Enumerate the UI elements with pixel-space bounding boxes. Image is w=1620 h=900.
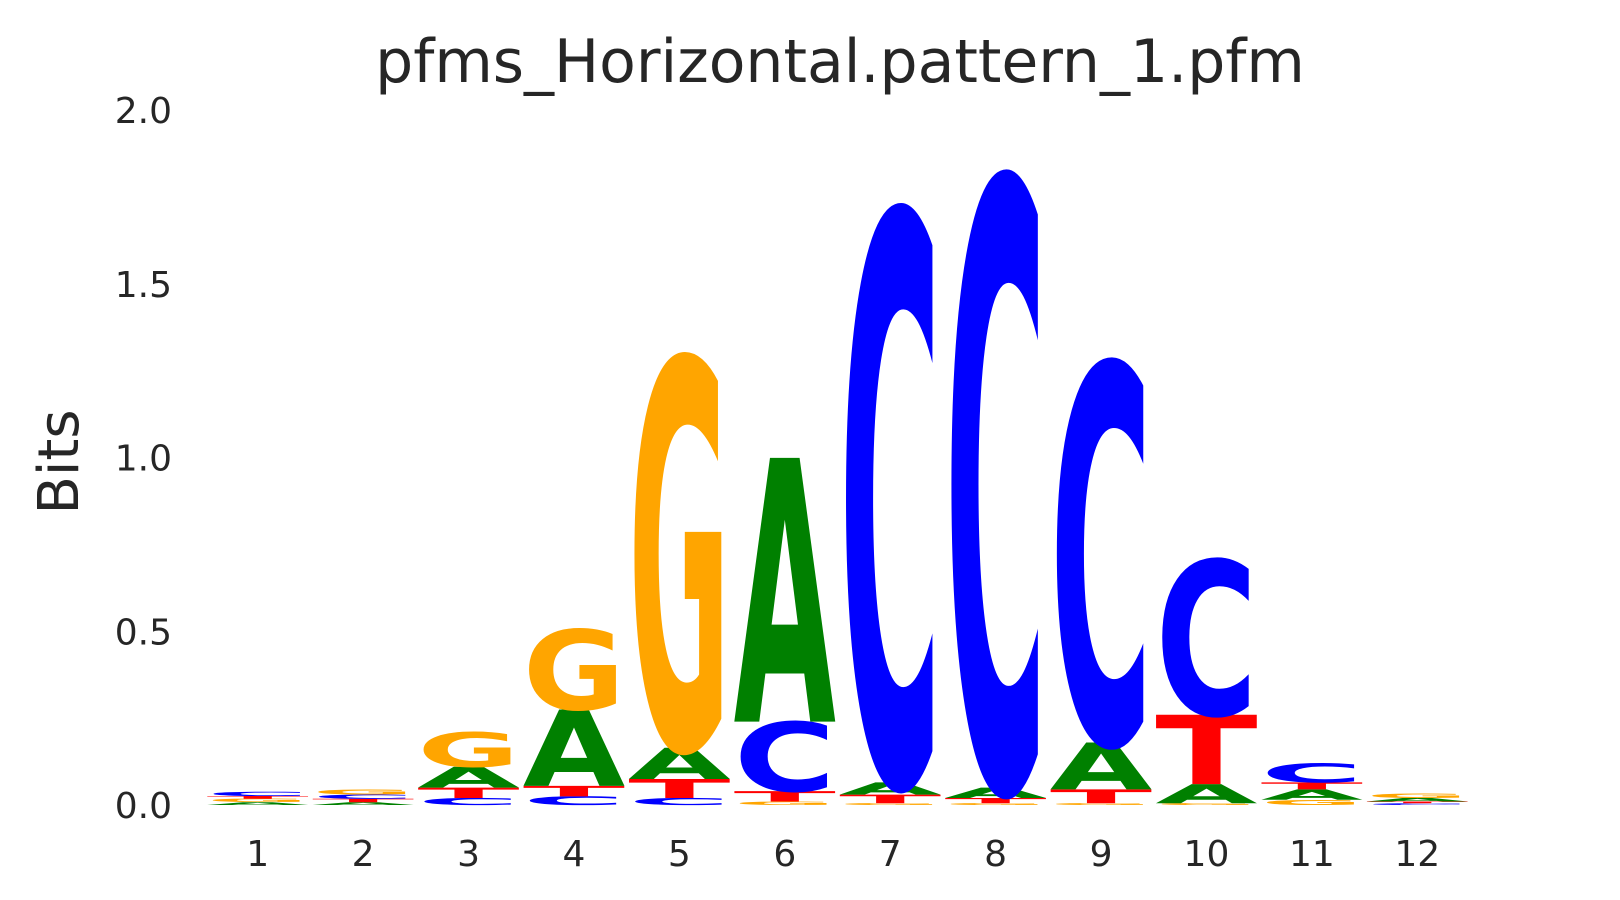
logo-letter-t: T [944, 797, 1046, 805]
logo-letter-c: C [839, 58, 941, 900]
x-tick-label: 4 [563, 834, 586, 875]
x-tick-label: 3 [457, 834, 480, 875]
logo-letter-g: G [417, 723, 519, 779]
logo-letter-t: T [207, 795, 309, 799]
logo-letter-t: T [417, 785, 520, 802]
y-axis-ticks: 0.0 0.5 1.0 1.5 2.0 [115, 91, 172, 827]
chart-title: pfms_Horizontal.pattern_1.pfm [375, 27, 1305, 97]
logo-letter-t: T [628, 774, 730, 804]
logo-letter-a: A [628, 740, 730, 790]
logo-letter-g: G [1050, 803, 1152, 806]
logo-letter-t: T [1261, 781, 1363, 792]
logo-letter-t: T [523, 783, 626, 800]
logo-letter-g: G [839, 803, 941, 806]
logo-letter-c: C [523, 794, 625, 808]
logo-letter-g: G [1155, 803, 1257, 806]
logo-letter-a: A [944, 785, 1047, 802]
logo-letter-g: G [523, 608, 625, 736]
logo-letter-g: G [1261, 798, 1363, 806]
logo-letter-a: A [734, 387, 837, 808]
logo-letter-g: G [628, 255, 730, 875]
x-tick-label: 12 [1394, 834, 1440, 875]
logo-letter-t: T [312, 798, 414, 804]
logo-letter-c: C [1155, 520, 1257, 766]
logo-letter-a: A [1155, 779, 1258, 809]
logo-letter-a: A [1366, 797, 1468, 803]
logo-letter-c: C [312, 793, 414, 800]
logo-letter-t: T [1155, 695, 1257, 806]
logo-letter-g: G [944, 803, 1046, 806]
x-tick-label: 1 [246, 834, 269, 875]
logo-letter-c: C [1366, 803, 1468, 806]
x-axis-ticks: 1 2 3 4 5 6 7 8 9 10 11 12 [246, 834, 1440, 875]
x-tick-label: 2 [352, 834, 375, 875]
logo-letter-c: C [417, 796, 519, 807]
logo-letter-a: A [523, 689, 625, 811]
logo-letter-t: T [839, 792, 941, 806]
logo-letter-a: A [1050, 731, 1152, 805]
logo-letter-c: C [1261, 758, 1363, 789]
logo-letter-a: A [417, 761, 519, 794]
logo-letter-c: C [734, 703, 836, 814]
logo-letter-c: C [628, 796, 730, 807]
logo-letter-t: T [734, 788, 837, 805]
y-axis-label: Bits [27, 409, 92, 514]
logo-letter-c: C [207, 791, 309, 798]
y-tick-label: 1.5 [115, 265, 172, 306]
x-tick-label: 5 [668, 834, 691, 875]
y-tick-label: 2.0 [115, 91, 172, 132]
x-tick-label: 6 [773, 834, 796, 875]
logo-letter-a: A [839, 779, 941, 798]
x-tick-label: 11 [1289, 834, 1335, 875]
logo-letter-c: C [944, 15, 1046, 900]
logo-letter-g: G [734, 801, 836, 807]
x-tick-label: 9 [1090, 834, 1113, 875]
logo-letter-a: A [207, 801, 309, 805]
logo-letter-g: G [207, 798, 309, 804]
x-tick-label: 10 [1184, 834, 1230, 875]
logo-letter-g: G [312, 788, 414, 796]
logo-letter-c: C [1050, 260, 1152, 865]
y-tick-label: 0.0 [115, 786, 172, 827]
logo-letter-g: G [1366, 793, 1468, 800]
logo-letter-a: A [1261, 787, 1364, 804]
x-tick-label: 7 [879, 834, 902, 875]
logo-letter-t: T [1050, 786, 1152, 808]
x-tick-label: 8 [984, 834, 1007, 875]
logo-letter-a: A [312, 801, 414, 805]
logo-letter-t: T [1366, 801, 1468, 804]
y-tick-label: 0.5 [115, 612, 172, 653]
y-tick-label: 1.0 [115, 439, 172, 480]
